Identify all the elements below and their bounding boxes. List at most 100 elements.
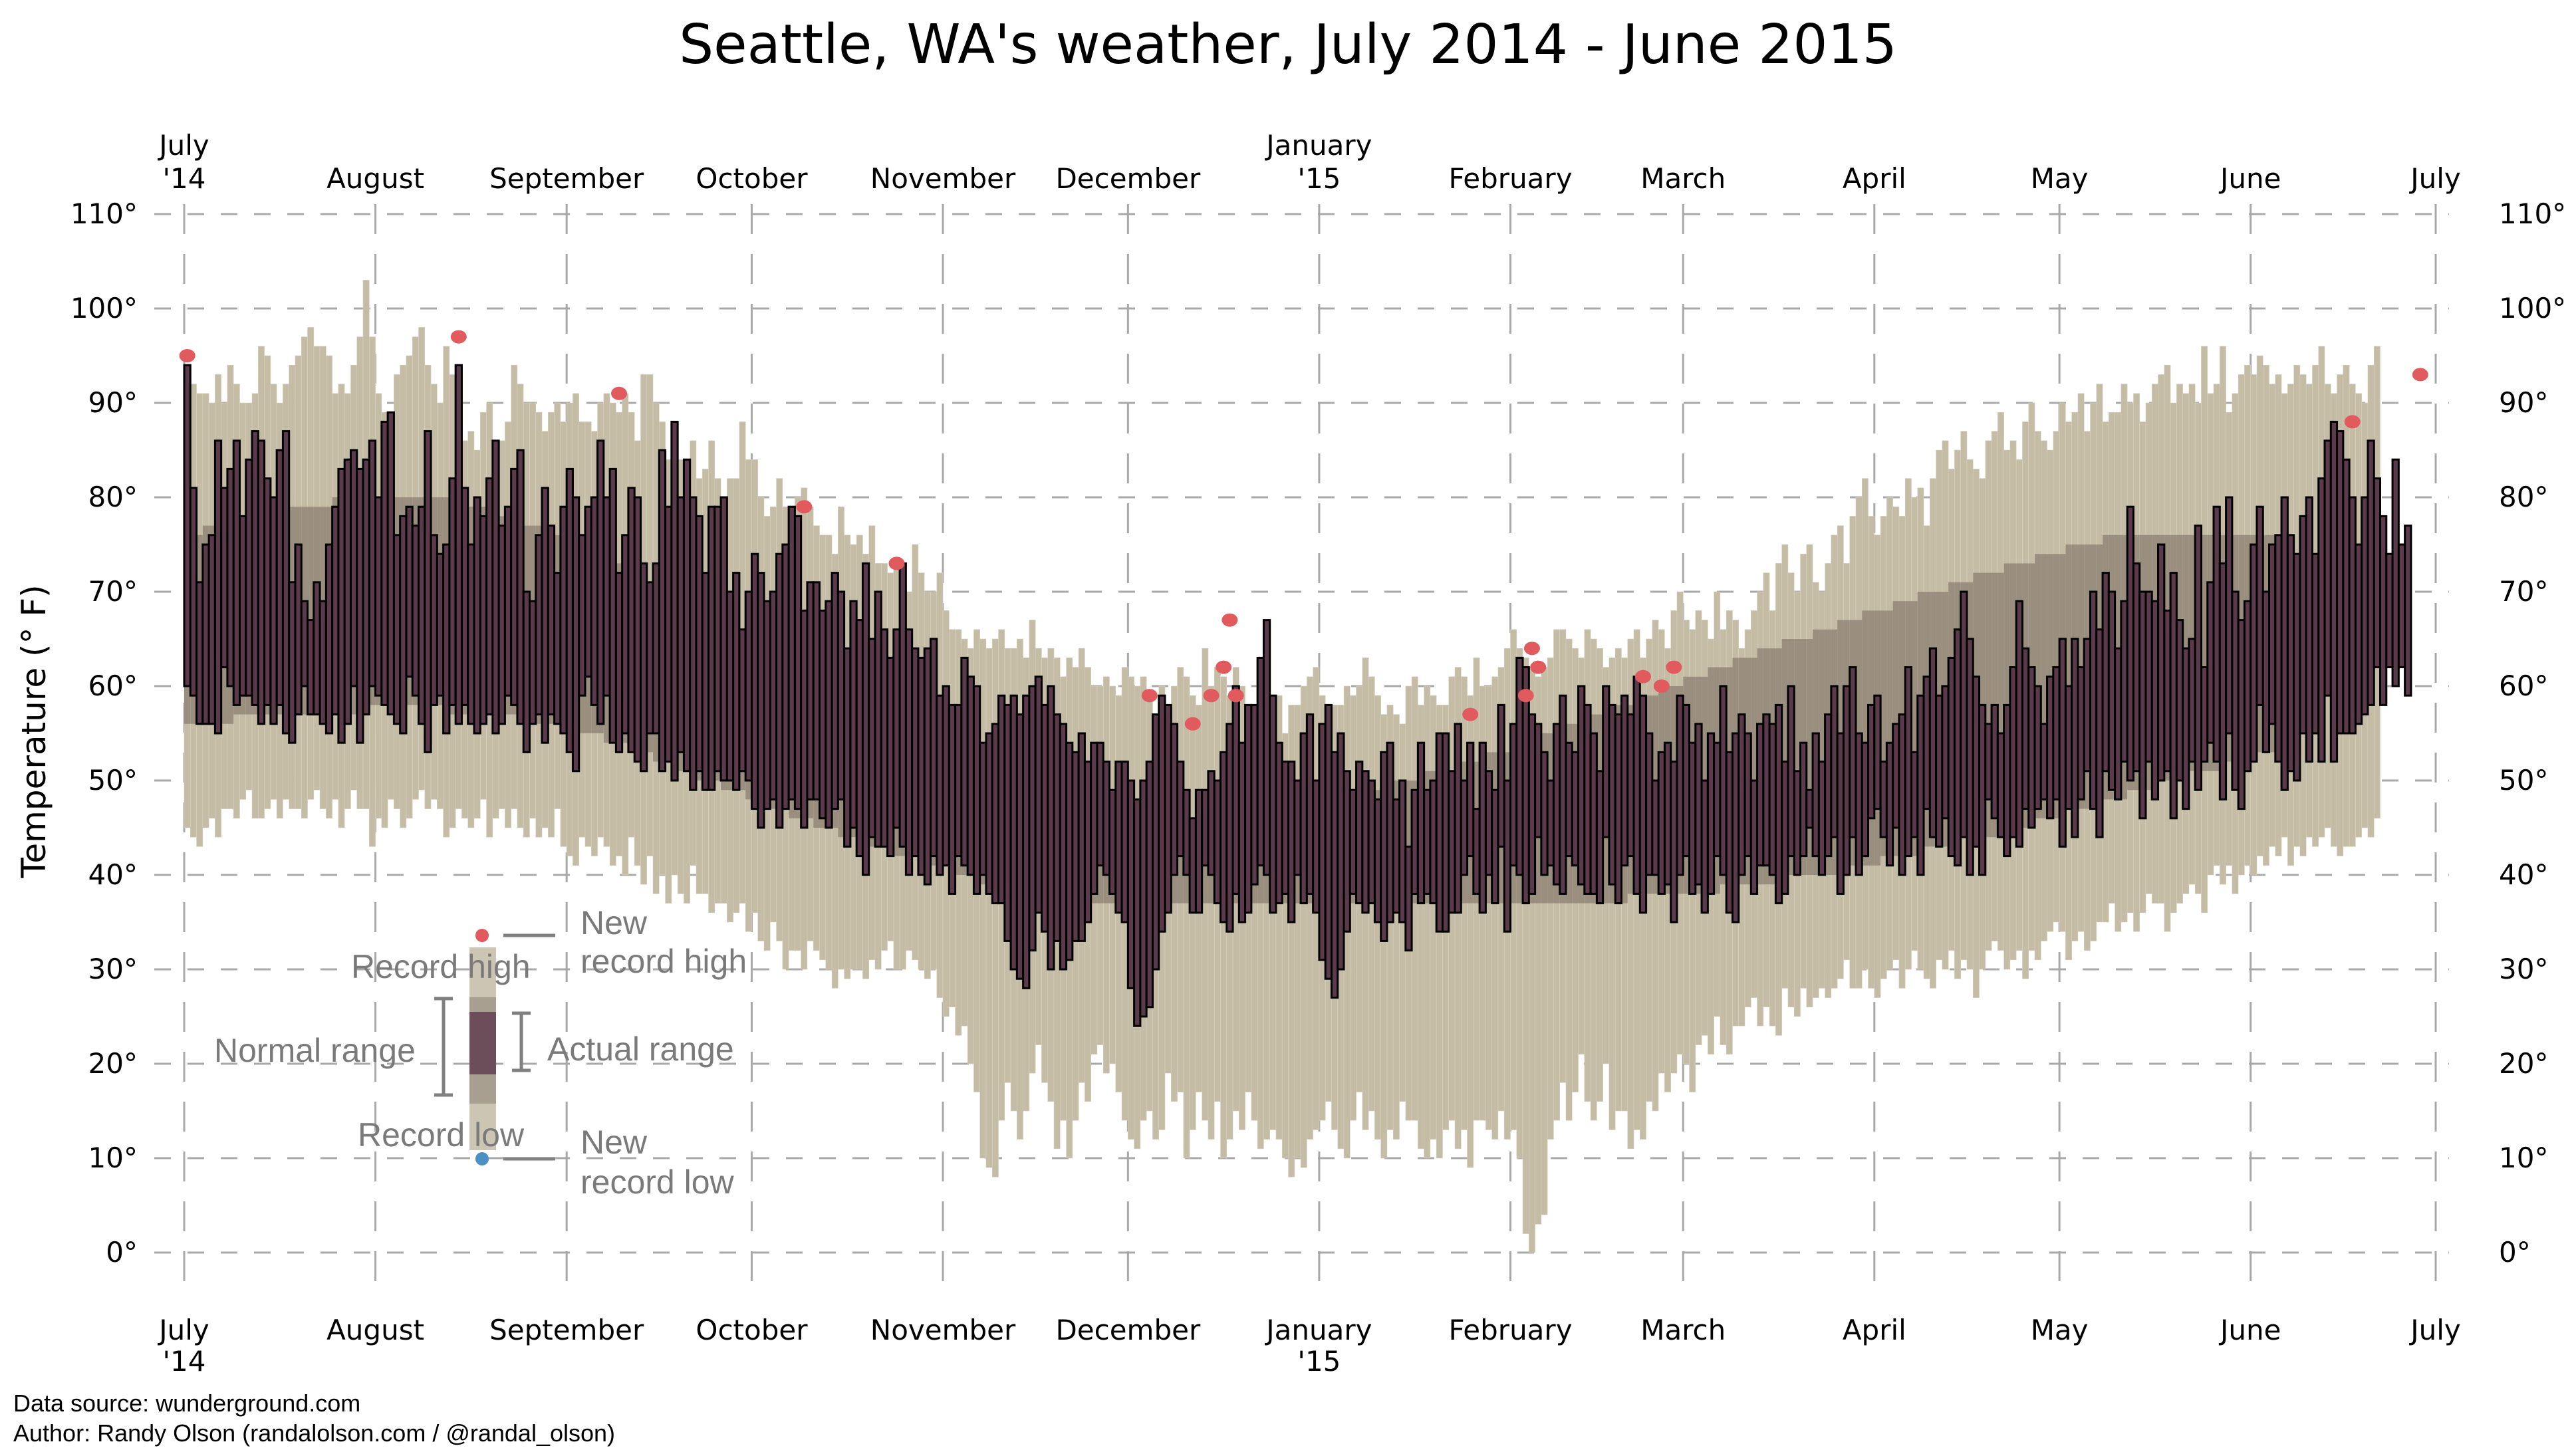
new-record-high-dot [1517, 689, 1534, 703]
normal-range-bar [2003, 563, 2010, 828]
new-record-high-dot [1141, 689, 1158, 703]
normal-range-bar [1781, 639, 1788, 875]
footer-author: Author: Randy Olson (randalolson.com / @… [13, 1419, 615, 1447]
chart-title: Seattle, WA's weather, July 2014 - June … [679, 13, 1897, 76]
x-tick-label-top: August [326, 162, 424, 195]
legend-actual-bar [469, 1012, 496, 1074]
normal-range-bar [1794, 639, 1801, 875]
new-record-high-dot [1203, 689, 1220, 703]
x-tick-label-top: April [1843, 162, 1906, 195]
legend-actual-bracket [512, 1011, 531, 1072]
new-record-high-dot [1184, 717, 1201, 731]
new-record-high-dot [2412, 368, 2428, 382]
x-tick-label-top: July [157, 129, 209, 162]
x-tick-label-bottom: February [1448, 1314, 1572, 1346]
normal-range-bar [1997, 572, 2004, 828]
normal-range-bar [1405, 781, 1412, 904]
x-tick-label-bottom: November [870, 1314, 1016, 1346]
footer-source: Data source: wunderground.com [13, 1390, 360, 1417]
y-tick-label-left: 30° [88, 953, 138, 985]
x-tick-label-bottom-year: '15 [1297, 1345, 1341, 1378]
y-tick-label-right: 60° [2499, 669, 2548, 702]
x-tick-label-top: January [1264, 129, 1372, 162]
y-tick-label-right: 20° [2499, 1047, 2548, 1080]
new-record-high-dot [888, 556, 905, 570]
legend-new-record-low-line2: record low [580, 1163, 735, 1201]
y-tick-label-left: 110° [70, 197, 138, 230]
y-tick-label-right: 40° [2499, 858, 2548, 891]
x-tick-label-bottom: August [326, 1314, 424, 1346]
normal-range-bar [1806, 639, 1813, 875]
normal-range-bar [1819, 629, 1825, 875]
x-tick-label-top: March [1640, 162, 1726, 195]
x-tick-label-top-year: '15 [1297, 162, 1341, 195]
x-tick-label-top: December [1055, 162, 1201, 195]
new-record-high-dot [450, 330, 467, 344]
new-record-high-dot [1666, 660, 1682, 674]
legend-record-low-label: Record low [358, 1116, 525, 1153]
normal-range-bar [2065, 545, 2072, 809]
y-tick-label-right: 70° [2499, 575, 2548, 608]
legend-new-low-dot [475, 1152, 489, 1165]
x-tick-label-bottom: July [157, 1314, 209, 1346]
x-tick-label-top: September [489, 162, 644, 195]
new-record-high-dot [796, 500, 813, 514]
actual-range-bar [1497, 703, 1505, 848]
x-tick-label-bottom-year: '14 [163, 1345, 206, 1378]
y-tick-label-left: 0° [106, 1236, 138, 1269]
normal-range-bar [1880, 610, 1887, 856]
actual-range-bar [1404, 845, 1413, 952]
legend-new-high-dot [475, 929, 489, 942]
legend-normal-range-label: Normal range [214, 1032, 416, 1069]
y-tick-label-left: 60° [88, 669, 138, 702]
new-record-high-dot [179, 349, 195, 362]
y-tick-label-left: 40° [88, 858, 138, 891]
normal-range-bar [1911, 601, 1918, 856]
y-tick-label-right: 90° [2499, 386, 2548, 419]
legend-new-record-low-line1: New [580, 1124, 648, 1161]
normal-range-bar [1886, 610, 1893, 856]
x-tick-label-top-year: '14 [163, 162, 206, 195]
legend: Record high Normal range Record low Actu… [214, 904, 747, 1201]
new-record-high-dot [611, 386, 628, 400]
x-tick-label-top: June [2218, 162, 2281, 195]
actual-range-bar [2404, 525, 2412, 697]
x-tick-label-bottom: January [1264, 1314, 1372, 1346]
y-tick-label-right: 80° [2499, 481, 2548, 513]
y-tick-label-left: 100° [70, 292, 138, 324]
x-tick-label-top: May [2031, 162, 2089, 195]
new-record-high-dot [1227, 689, 1244, 703]
legend-new-record-high-line2: record high [580, 943, 747, 980]
normal-range-bar [1177, 818, 1184, 904]
normal-range-bar [1985, 572, 1992, 838]
x-tick-label-bottom: September [489, 1314, 644, 1346]
x-tick-label-bottom: June [2218, 1314, 2281, 1346]
new-record-high-dot [1222, 613, 1238, 627]
new-record-high-dot [1462, 707, 1479, 721]
y-tick-label-left: 20° [88, 1047, 138, 1080]
y-tick-label-right: 110° [2499, 197, 2566, 230]
new-record-high-dot [1530, 660, 1547, 674]
legend-actual-range-label: Actual range [547, 1030, 734, 1068]
y-tick-label-left: 70° [88, 575, 138, 608]
y-tick-label-right: 100° [2499, 292, 2566, 324]
actual-range-bar [1873, 694, 1882, 810]
new-record-high-dot [2344, 415, 2361, 429]
legend-normal-bracket [434, 997, 453, 1097]
x-tick-label-top: February [1448, 162, 1572, 195]
record-dots-layer [179, 330, 2428, 731]
normal-range-bar [2041, 554, 2047, 818]
new-record-high-dot [1634, 669, 1651, 683]
record-range-bar [1208, 685, 1215, 1140]
y-axis-label: Temperature (° F) [15, 584, 53, 878]
y-tick-label-left: 90° [88, 386, 138, 419]
y-tick-label-left: 50° [88, 764, 138, 796]
x-tick-label-bottom: May [2031, 1314, 2089, 1346]
y-tick-label-left: 80° [88, 481, 138, 513]
normal-range-bar [1751, 658, 1757, 885]
normal-range-bar [1862, 610, 1868, 866]
x-tick-label-bottom: March [1640, 1314, 1726, 1346]
new-record-high-dot [1653, 679, 1670, 693]
normal-range-bar [2201, 535, 2208, 771]
